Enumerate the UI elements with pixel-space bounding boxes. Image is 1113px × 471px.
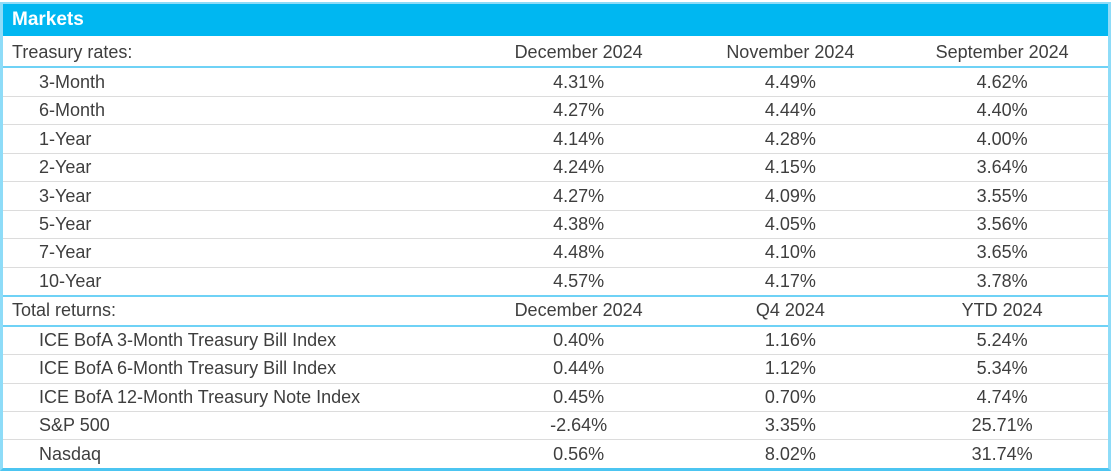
row-value: 4.14% — [472, 124, 685, 154]
table-row: 3-Year 4.27% 4.09% 3.55% — [3, 181, 1108, 211]
column-header: November 2024 — [684, 39, 897, 69]
markets-banner-title: Markets — [12, 9, 84, 30]
row-value: 5.34% — [896, 354, 1108, 384]
table-row: ICE BofA 12-Month Treasury Note Index 0.… — [3, 383, 1108, 412]
row-label: 2-Year — [3, 153, 473, 183]
row-label: 3-Year — [3, 181, 473, 211]
row-label: ICE BofA 3-Month Treasury Bill Index — [3, 325, 473, 356]
row-label: 10-Year — [39, 270, 102, 291]
table-row: 1-Year 4.14% 4.28% 4.00% — [3, 124, 1108, 154]
row-value: 3.56% — [896, 210, 1108, 240]
section-label: Total returns: — [3, 295, 473, 327]
table-row: S&P 500 -2.64% 3.35% 25.71% — [3, 411, 1108, 441]
row-value: 4.24% — [472, 153, 685, 183]
row-value: 0.44% — [472, 354, 685, 384]
row-label: 6-Month — [3, 96, 473, 126]
row-label: 5-Year — [3, 210, 473, 240]
markets-table: Treasury rates: December 2024 November 2… — [3, 39, 1108, 468]
row-value: 3.78% — [976, 270, 1028, 291]
treasury-rates-header-row: Treasury rates: December 2024 November 2… — [3, 39, 1108, 69]
column-header: December 2024 — [472, 295, 685, 327]
row-label: ICE BofA 12-Month Treasury Note Index — [3, 383, 473, 412]
row-value: 3.64% — [896, 153, 1108, 183]
row-value: 4.00% — [896, 124, 1108, 154]
row-value: 4.57% — [553, 270, 605, 291]
row-value: 31.74% — [971, 443, 1033, 464]
row-value: 4.05% — [684, 210, 897, 240]
row-value: 5.24% — [896, 325, 1108, 356]
row-value: 4.40% — [896, 96, 1108, 126]
row-value: 4.38% — [472, 210, 685, 240]
table-row: 10-Year 4.57% 4.17% 3.78% — [3, 267, 1108, 296]
row-label: 7-Year — [3, 238, 473, 268]
row-value: 4.09% — [684, 181, 897, 211]
row-value: 1.12% — [684, 354, 897, 384]
row-value: 4.44% — [684, 96, 897, 126]
row-value: 4.28% — [684, 124, 897, 154]
row-value: 4.17% — [764, 270, 816, 291]
row-value: 3.55% — [896, 181, 1108, 211]
column-header: September 2024 — [896, 39, 1108, 69]
row-value: 4.62% — [896, 67, 1108, 97]
row-label: ICE BofA 6-Month Treasury Bill Index — [3, 354, 473, 384]
row-value: 0.70% — [684, 383, 897, 412]
row-value: 4.15% — [684, 153, 897, 183]
table-row: 7-Year 4.48% 4.10% 3.65% — [3, 238, 1108, 268]
row-label: 3-Month — [3, 67, 473, 97]
row-value: 1.16% — [684, 325, 897, 356]
row-value: 0.45% — [472, 383, 685, 412]
row-value: 4.48% — [472, 238, 685, 268]
row-value: 3.35% — [684, 411, 897, 441]
row-value: 25.71% — [896, 411, 1108, 441]
banner-divider — [3, 36, 1108, 39]
row-value: 4.10% — [684, 238, 897, 268]
total-returns-header-row: Total returns: December 2024 Q4 2024 YTD… — [3, 295, 1108, 327]
row-value: 4.74% — [896, 383, 1108, 412]
column-header: YTD 2024 — [896, 295, 1108, 327]
row-value: 3.65% — [896, 238, 1108, 268]
row-value: 4.49% — [684, 67, 897, 97]
row-value: 0.40% — [472, 325, 685, 356]
row-label: S&P 500 — [3, 411, 473, 441]
table-row: ICE BofA 3-Month Treasury Bill Index 0.4… — [3, 325, 1108, 356]
column-header: December 2024 — [472, 39, 685, 69]
table-row: 2-Year 4.24% 4.15% 3.64% — [3, 153, 1108, 183]
row-value: 4.27% — [472, 96, 685, 126]
row-value: 4.27% — [472, 181, 685, 211]
table-row: 5-Year 4.38% 4.05% 3.56% — [3, 210, 1108, 240]
table-row: ICE BofA 6-Month Treasury Bill Index 0.4… — [3, 354, 1108, 384]
section-label: Treasury rates: — [3, 39, 473, 69]
row-value: 0.56% — [553, 443, 605, 464]
markets-banner: Markets — [3, 4, 1108, 36]
column-header: Q4 2024 — [684, 295, 897, 327]
row-value: 8.02% — [764, 443, 816, 464]
row-value: -2.64% — [472, 411, 685, 441]
table-row: 3-Month 4.31% 4.49% 4.62% — [3, 67, 1108, 97]
table-row: 6-Month 4.27% 4.44% 4.40% — [3, 96, 1108, 126]
table-row: Nasdaq 0.56% 8.02% 31.74% — [3, 440, 1108, 468]
row-label: 1-Year — [3, 124, 473, 154]
row-value: 4.31% — [472, 67, 685, 97]
row-label: Nasdaq — [39, 443, 102, 464]
